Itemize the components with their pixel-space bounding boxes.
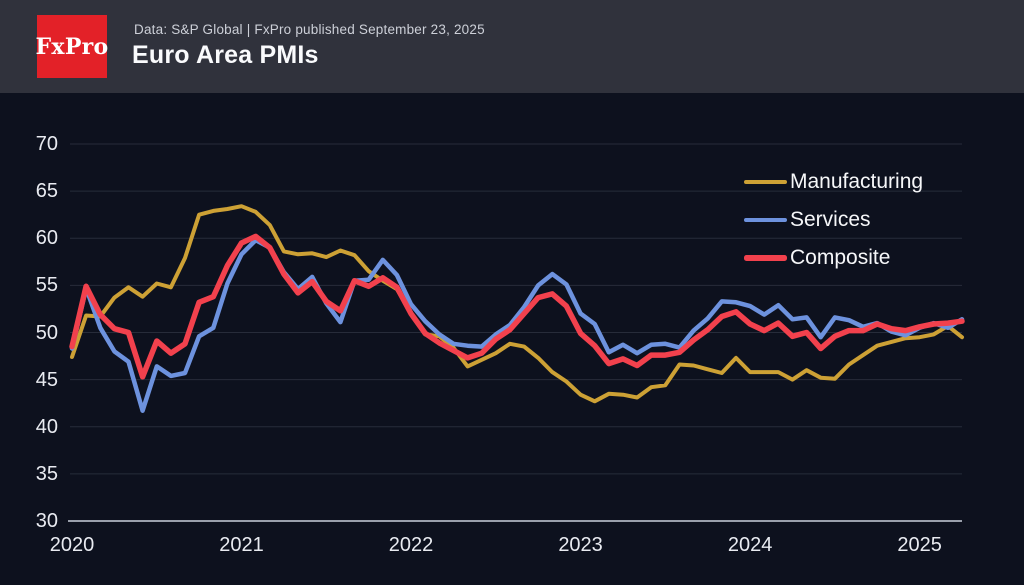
x-tick-2022: 2022: [388, 534, 434, 556]
composite-line-swatch: [744, 255, 787, 261]
y-tick-60: 60: [35, 227, 58, 250]
legend-item-composite: Composite: [744, 239, 923, 277]
manufacturing-line: [70, 204, 964, 404]
y-tick-35: 35: [35, 462, 58, 485]
chart-legend: Manufacturing Services Composite: [744, 163, 923, 277]
legend-label-manufacturing: Manufacturing: [790, 170, 924, 193]
x-tick-2021: 2021: [219, 534, 264, 556]
x-tick-2025: 2025: [897, 534, 942, 556]
legend-label-services: Services: [790, 208, 871, 231]
composite-line: [69, 233, 965, 380]
services-line: [69, 237, 965, 413]
legend-label-composite: Composite: [790, 246, 891, 269]
x-tick-2024: 2024: [727, 534, 773, 556]
services-line-swatch: [744, 217, 787, 223]
y-tick-30: 30: [35, 510, 58, 532]
manufacturing-line-swatch: [744, 180, 787, 184]
x-tick-2020: 2020: [49, 534, 95, 556]
y-tick-40: 40: [35, 415, 58, 438]
x-tick-2023: 2023: [558, 534, 603, 556]
header-bar: FxPro Data: S&P Global | FxPro published…: [0, 0, 1024, 93]
fxpro-logo: FxPro: [35, 15, 109, 78]
y-tick-65: 65: [35, 180, 58, 203]
y-tick-70: 70: [35, 133, 58, 155]
y-tick-55: 55: [35, 274, 58, 297]
y-tick-45: 45: [35, 368, 58, 391]
legend-item-manufacturing: Manufacturing: [744, 163, 923, 201]
legend-item-services: Services: [744, 201, 923, 239]
y-tick-50: 50: [35, 321, 58, 344]
page-title: Euro Area PMIs: [132, 41, 319, 69]
source-caption: Data: S&P Global | FxPro published Septe…: [134, 22, 485, 37]
fxpro-logo-text: FxPro: [35, 33, 109, 60]
